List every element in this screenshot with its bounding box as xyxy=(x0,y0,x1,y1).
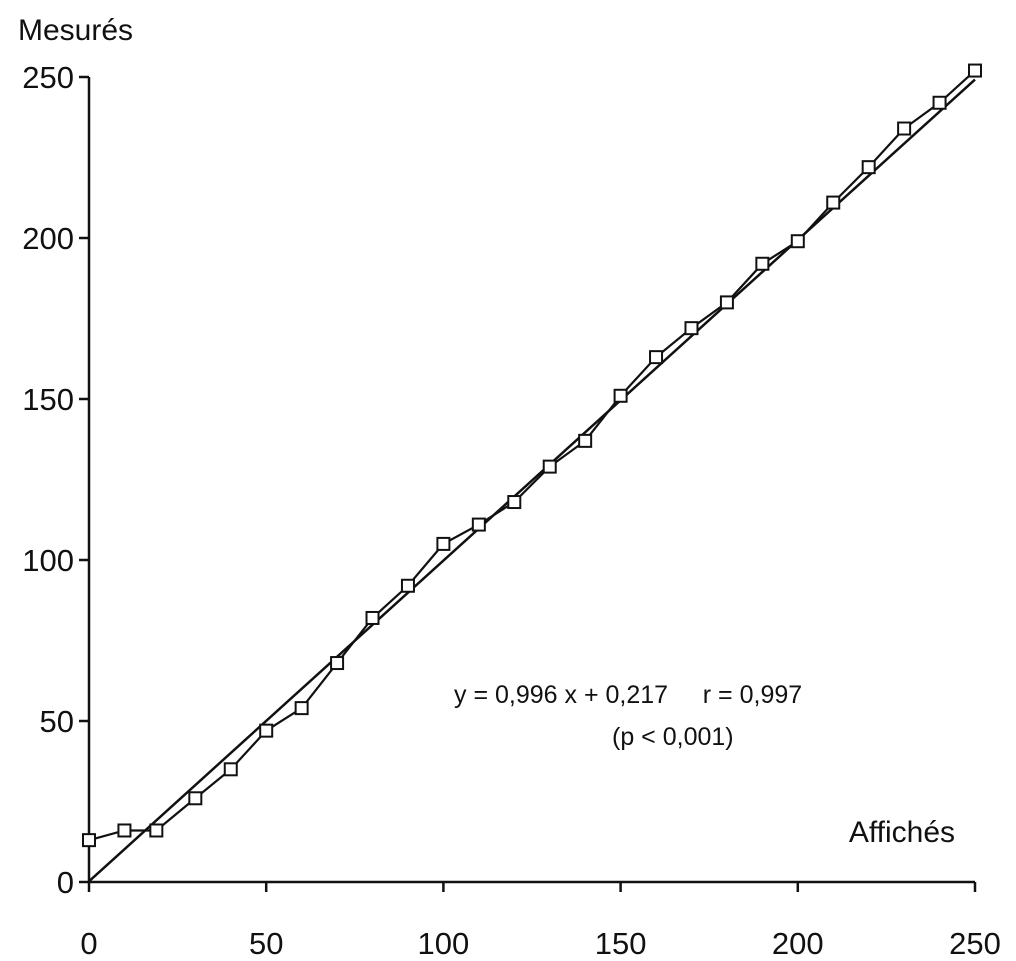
y-tick-label: 250 xyxy=(22,60,74,95)
data-point xyxy=(82,833,96,848)
data-point xyxy=(188,791,203,806)
ticks: 0 50 100 150 200 250 0 50 100 150 200 250 xyxy=(22,60,1001,961)
y-tick-label: 0 xyxy=(57,865,74,900)
labels: Mesurés Affichés y = 0,996 x + 0,217 r =… xyxy=(18,14,955,849)
data-point xyxy=(149,823,164,838)
data-point xyxy=(861,160,876,175)
data-point xyxy=(330,656,345,671)
x-tick-label: 150 xyxy=(595,926,647,956)
data-point xyxy=(365,610,380,625)
data-point xyxy=(719,295,734,310)
data-point xyxy=(932,95,947,110)
p-value-annotation: (p < 0,001) xyxy=(612,723,734,751)
x-tick-label: 200 xyxy=(772,926,824,956)
axes xyxy=(87,77,975,884)
x-tick-label: 0 xyxy=(80,926,97,956)
data-series xyxy=(82,63,982,848)
x-axis-label: Affichés xyxy=(849,816,955,849)
data-point xyxy=(400,578,415,593)
y-tick-label: 200 xyxy=(22,221,74,256)
data-point xyxy=(684,321,699,336)
data-point xyxy=(897,121,912,136)
data-point xyxy=(117,823,132,838)
data-point xyxy=(968,63,982,78)
x-tick-label: 100 xyxy=(418,926,470,956)
data-point xyxy=(294,701,309,716)
regression-line xyxy=(88,78,976,883)
y-axis-label: Mesurés xyxy=(18,14,133,47)
regression-line-group xyxy=(88,78,976,883)
data-point xyxy=(259,723,274,738)
x-tick-label: 50 xyxy=(249,926,283,956)
data-point xyxy=(542,459,557,474)
data-point xyxy=(436,536,451,551)
data-point xyxy=(755,256,770,271)
y-tick-label: 50 xyxy=(40,704,74,739)
data-point xyxy=(613,388,628,403)
data-point xyxy=(471,517,486,532)
data-point xyxy=(790,234,805,249)
data-point xyxy=(578,433,593,448)
x-tick-label: 250 xyxy=(949,926,1001,956)
y-tick-label: 100 xyxy=(22,543,74,578)
y-tick-label: 150 xyxy=(22,382,74,417)
data-point xyxy=(826,195,841,210)
series-line xyxy=(88,69,976,842)
data-point xyxy=(649,350,664,365)
data-point xyxy=(223,762,238,777)
regression-equation: y = 0,996 x + 0,217 r = 0,997 xyxy=(454,681,802,709)
data-point xyxy=(507,495,522,510)
